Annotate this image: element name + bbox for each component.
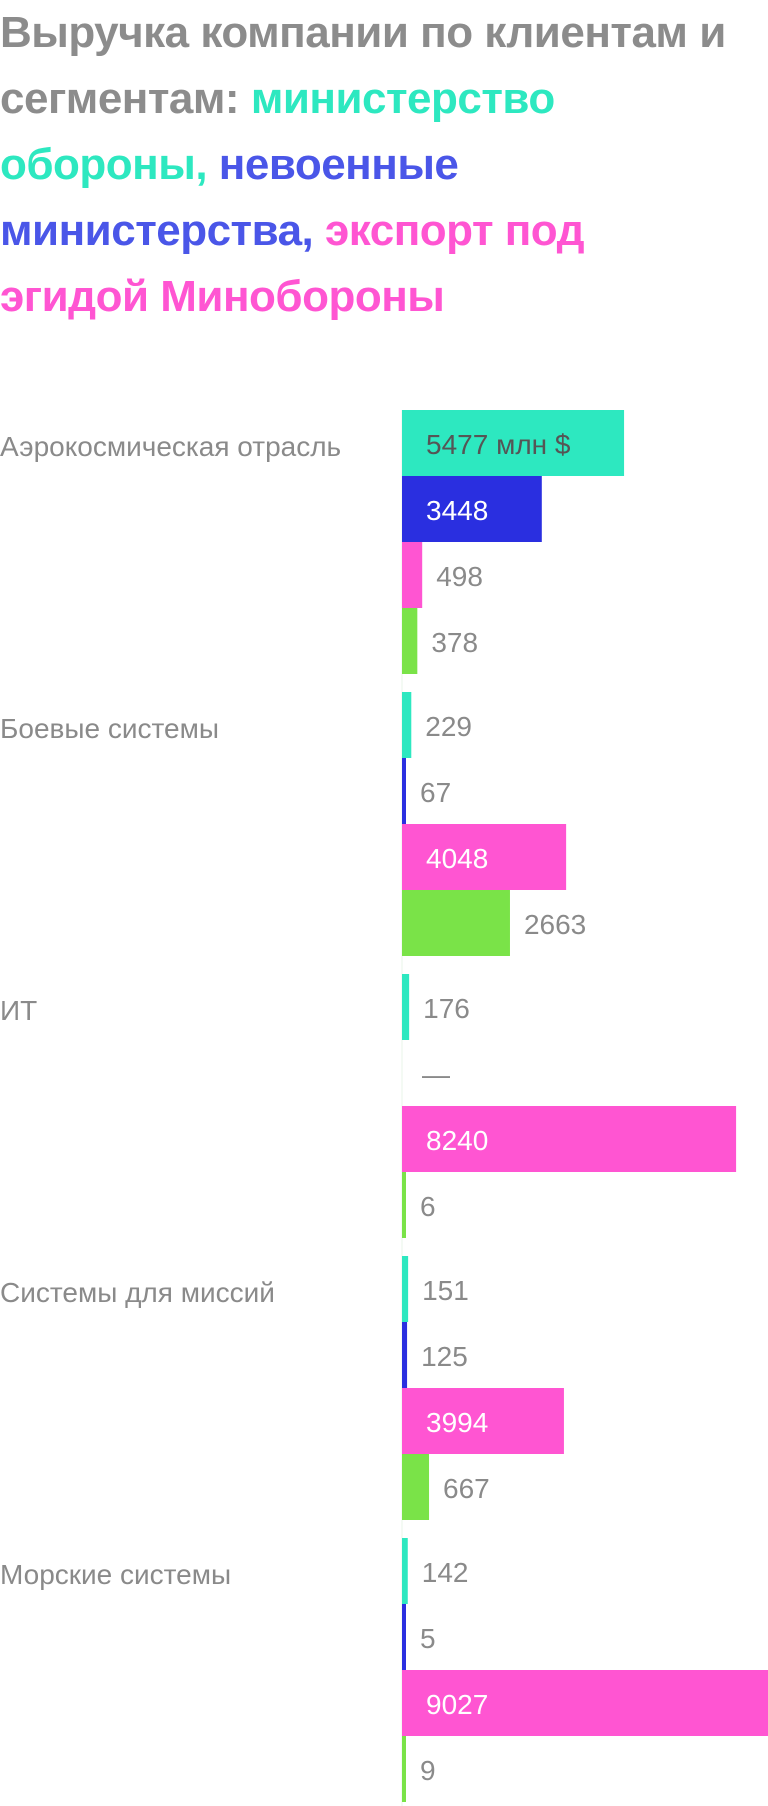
data-label: 378	[431, 627, 478, 658]
bar-defense	[402, 410, 625, 476]
title-part-export: экспорт под эгидой Минобороны	[0, 206, 585, 321]
data-label: 5	[420, 1623, 436, 1654]
bar-export	[402, 1388, 564, 1454]
bar-nonmilitary	[402, 476, 542, 542]
bar-export	[402, 1670, 768, 1736]
data-label: 9027	[426, 1689, 488, 1720]
data-label: 142	[422, 1557, 469, 1588]
category-label: Морские системы	[0, 1559, 231, 1590]
data-label: 2663	[524, 909, 586, 940]
data-label: 176	[423, 993, 470, 1024]
bar-nonmilitary	[402, 1604, 406, 1670]
category-label: Аэрокосмическая отрасль	[0, 431, 341, 462]
data-label: 5477 млн $	[426, 429, 571, 460]
bar-export	[402, 1106, 737, 1172]
data-label: 151	[422, 1275, 469, 1306]
bar-defense	[402, 1538, 408, 1604]
data-label: 498	[436, 561, 483, 592]
bar-fourth	[402, 890, 510, 956]
category-label: ИТ	[0, 995, 37, 1026]
data-label: 3994	[426, 1407, 488, 1438]
bar-fourth	[402, 1454, 430, 1520]
title-part-main: Выручка компании по клиентам и сегментам…	[0, 8, 726, 123]
data-label: —	[422, 1059, 450, 1090]
data-label: 125	[421, 1341, 468, 1372]
data-label: 6	[420, 1191, 436, 1222]
data-label: 229	[425, 711, 472, 742]
bar-fourth	[402, 1736, 406, 1802]
category-label: Системы для миссий	[0, 1277, 275, 1308]
bar-defense	[402, 1256, 409, 1322]
bar-fourth	[402, 608, 418, 674]
data-label: 8240	[426, 1125, 488, 1156]
data-label: 4048	[426, 843, 488, 874]
bar-defense	[402, 692, 412, 758]
category-label: Боевые системы	[0, 713, 219, 744]
data-label: 3448	[426, 495, 488, 526]
data-label: 667	[443, 1473, 490, 1504]
bar-nonmilitary	[402, 758, 406, 824]
title-part-defense: министерство обороны,	[0, 74, 555, 189]
bar-nonmilitary	[402, 1322, 408, 1388]
bar-export	[402, 542, 423, 608]
data-label: 67	[420, 777, 451, 808]
data-label: 9	[420, 1755, 436, 1786]
title-part-nonmilitary: невоенные министерства,	[0, 140, 459, 255]
bar-export	[402, 824, 567, 890]
bar-fourth	[402, 1172, 406, 1238]
chart-title: Выручка компании по клиентам и сегментам…	[0, 0, 740, 330]
bar-defense	[402, 974, 410, 1040]
